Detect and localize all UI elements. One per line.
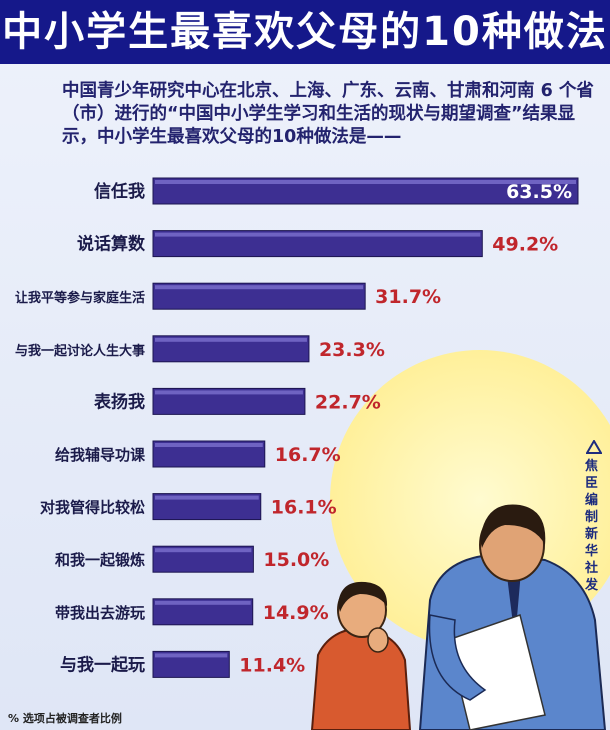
bar-highlight-5 <box>155 443 263 447</box>
bar-highlight-6 <box>155 495 259 500</box>
value-label-2: 31.7% <box>375 286 441 308</box>
category-label-4: 表扬我 <box>94 391 145 412</box>
footnote: % 选项占被调查者比例 <box>8 712 122 725</box>
bar-highlight-1 <box>155 232 481 237</box>
bar-highlight-4 <box>155 390 303 395</box>
credit-text: 焦臣编制新华社发 <box>585 459 599 593</box>
value-label-7: 15.0% <box>263 549 329 571</box>
value-label-5: 16.7% <box>275 444 341 466</box>
bar-highlight-2 <box>155 285 364 290</box>
category-label-7: 和我一起锻炼 <box>55 551 145 569</box>
category-label-3: 与我一起讨论人生大事 <box>15 343 145 359</box>
parent-child-illustration <box>310 504 607 730</box>
category-label-6: 对我管得比较松 <box>40 499 145 517</box>
category-label-2: 让我平等参与家庭生活 <box>15 290 145 306</box>
intro-text: 中国青少年研究中心在北京、上海、广东、云南、甘肃和河南 6 个省（市）进行的“中… <box>62 81 594 147</box>
value-label-6: 16.1% <box>271 497 337 519</box>
bar-highlight-3 <box>155 337 307 342</box>
value-label-1: 49.2% <box>492 234 558 256</box>
value-label-9: 11.4% <box>239 654 305 676</box>
value-label-4: 22.7% <box>315 391 381 413</box>
value-label-3: 23.3% <box>319 339 385 361</box>
title-banner <box>0 0 610 64</box>
bar-highlight-0 <box>155 180 576 184</box>
category-label-5: 给我辅导功课 <box>55 446 146 464</box>
value-label-0: 63.5% <box>506 181 572 203</box>
bar-highlight-7 <box>155 548 252 553</box>
chart-title: 中小学生最喜欢父母的10种做法 <box>2 9 608 55</box>
bar-highlight-9 <box>155 653 228 658</box>
value-label-8: 14.9% <box>263 602 329 624</box>
category-label-8: 带我出去游玩 <box>55 604 145 622</box>
category-label-0: 信任我 <box>94 181 145 202</box>
category-label-1: 说话算数 <box>77 234 146 255</box>
xinhua-logo-icon <box>586 440 602 454</box>
bar-highlight-8 <box>155 600 251 605</box>
category-label-9: 与我一起玩 <box>60 654 145 675</box>
